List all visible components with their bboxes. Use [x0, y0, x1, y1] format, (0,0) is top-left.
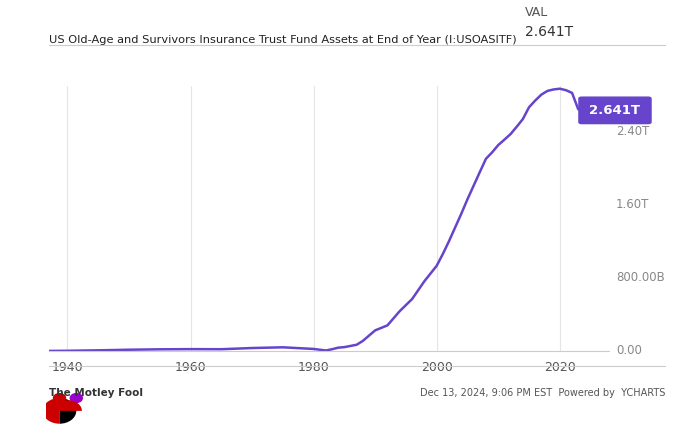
Text: 2.641T: 2.641T	[589, 104, 640, 117]
Wedge shape	[43, 398, 60, 424]
Circle shape	[52, 393, 66, 403]
Text: 2.40T: 2.40T	[616, 125, 650, 138]
Wedge shape	[54, 400, 82, 411]
Circle shape	[69, 393, 83, 403]
Text: The Motley Fool: The Motley Fool	[49, 388, 143, 398]
Text: 2.641T: 2.641T	[525, 24, 573, 39]
Wedge shape	[60, 398, 76, 424]
Text: 1.60T: 1.60T	[616, 198, 650, 211]
Text: US Old-Age and Survivors Insurance Trust Fund Assets at End of Year (I:USOASITF): US Old-Age and Survivors Insurance Trust…	[49, 35, 517, 45]
Text: VAL: VAL	[525, 6, 548, 19]
Text: 0.00: 0.00	[616, 345, 642, 357]
Text: 800.00B: 800.00B	[616, 271, 665, 284]
Text: Dec 13, 2024, 9:06 PM EST  Powered by  YCHARTS: Dec 13, 2024, 9:06 PM EST Powered by YCH…	[419, 388, 665, 398]
